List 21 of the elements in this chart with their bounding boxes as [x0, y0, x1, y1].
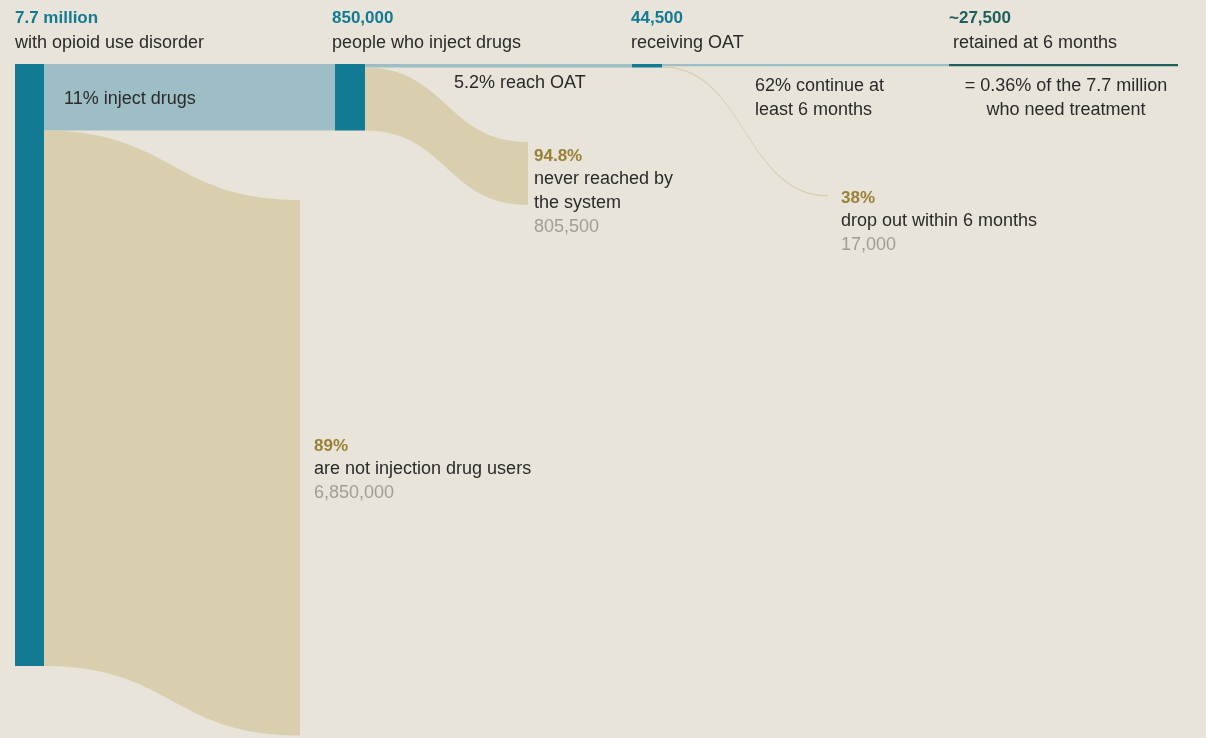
- text: are not injection drug users: [314, 457, 532, 480]
- data-label: 7.7 million: [15, 7, 99, 29]
- category-label: people who inject drugs: [332, 31, 522, 54]
- text: 11% inject drugs: [64, 87, 196, 110]
- text: 38%: [841, 187, 876, 209]
- text: 6,850,000: [314, 481, 395, 504]
- text: 805,500: [534, 215, 600, 238]
- text: 89%: [314, 435, 349, 457]
- text: 62% continue at least 6 months: [755, 74, 886, 121]
- text: 5.2% reach OAT: [454, 71, 586, 94]
- data-label: ~27,500: [949, 7, 1011, 29]
- text: 94.8%: [534, 145, 583, 167]
- text: never reached by the system: [534, 167, 675, 214]
- category-label: retained at 6 months: [953, 31, 1118, 54]
- text: = 0.36% of the 7.7 million who need treatment: [963, 74, 1169, 121]
- data-label: 44,500: [631, 7, 683, 29]
- text: 17,000: [841, 233, 897, 256]
- data-label: 850,000: [332, 7, 394, 29]
- category-label: receiving OAT: [631, 31, 744, 54]
- text: drop out within 6 months: [841, 209, 1038, 232]
- category-label: with opioid use disorder: [15, 31, 205, 54]
